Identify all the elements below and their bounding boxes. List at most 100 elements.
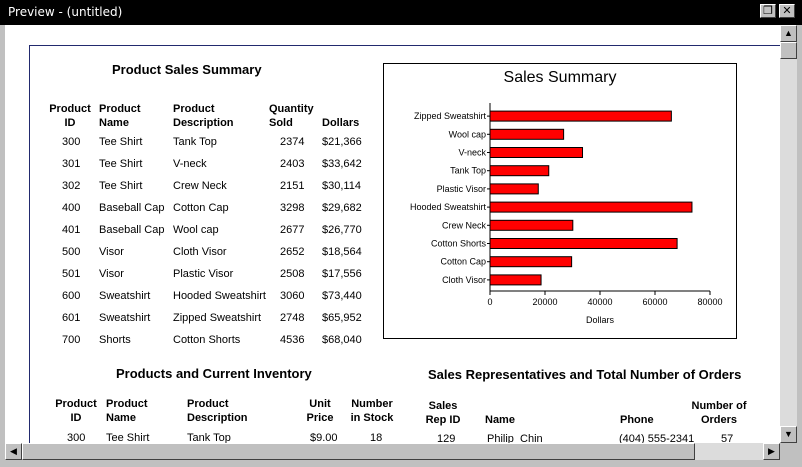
table-cell-qty: 2748 — [280, 312, 305, 324]
table-cell-name: Sweatshirt — [99, 312, 151, 324]
table-cell-dollars: $30,114 — [322, 180, 361, 192]
chart-bar — [489, 128, 565, 140]
scroll-down-button[interactable]: ▼ — [780, 426, 797, 443]
vertical-scrollbar[interactable]: ▲ ▼ — [780, 25, 797, 443]
chart-category-label: Plastic Visor — [437, 184, 486, 194]
chart-category-label: Cotton Shorts — [431, 239, 487, 249]
table-cell-name: Baseball Cap — [99, 224, 165, 236]
chart-category-label: Crew Neck — [442, 220, 487, 230]
table-cell-dollars: $73,440 — [322, 290, 362, 302]
vertical-scroll-thumb[interactable] — [780, 42, 797, 59]
col-header-phone: Phone — [620, 414, 654, 426]
table-cell-desc: V-neck — [173, 158, 207, 170]
table-cell-name: Visor — [99, 268, 124, 280]
arrow-down-icon: ▼ — [784, 429, 793, 439]
restore-button[interactable]: ❐ — [760, 4, 776, 18]
col-header-product-id: Product ID — [55, 398, 97, 424]
table-cell-desc: Plastic Visor — [173, 268, 234, 280]
table-cell-id: 500 — [62, 246, 81, 258]
table-cell-id: 302 — [62, 180, 81, 192]
chart-category-label: Hooded Sweatshirt — [410, 202, 487, 212]
table-cell-qty: 2652 — [280, 246, 305, 258]
chart-bar — [489, 183, 539, 195]
col-header-product-name: Product Name — [99, 103, 141, 129]
table-cell-id: 300 — [62, 136, 81, 148]
table-cell-name: Tee Shirt — [99, 158, 143, 170]
table-cell-dollars: $21,366 — [322, 136, 362, 148]
table-cell-dollars: $18,564 — [322, 246, 362, 258]
table-cell-desc: Wool cap — [173, 224, 219, 236]
chart-bar — [489, 147, 584, 158]
horizontal-scroll-thumb[interactable] — [22, 443, 695, 460]
sales-reps-title: Sales Representatives and Total Number o… — [428, 367, 742, 382]
table-cell-dollars: $26,770 — [322, 224, 362, 236]
chart-x-tick-label: 40000 — [587, 297, 612, 307]
table-cell-name: Tee Shirt — [106, 432, 150, 443]
col-header-product-name: Product Name — [106, 398, 148, 424]
chart-x-tick-label: 60000 — [642, 297, 667, 307]
col-header-dollars: Dollars — [322, 117, 360, 129]
col-header-orders: Number of Orders — [691, 400, 747, 426]
chart-bar — [489, 256, 573, 268]
col-header-unit-price: Unit Price — [306, 398, 334, 424]
table-cell-id: 700 — [62, 334, 81, 346]
chart-x-tick-label: 20000 — [532, 297, 557, 307]
horizontal-scroll-track[interactable] — [695, 443, 763, 460]
vertical-scroll-track[interactable] — [780, 59, 797, 426]
chart-x-tick-label: 0 — [487, 297, 492, 307]
chart-bar — [489, 238, 678, 249]
chart-bar — [489, 201, 693, 213]
sales-chart: Sales Summary Dollars Zipped Sweatshirt W… — [383, 63, 737, 339]
sales-summary-title: Product Sales Summary — [112, 62, 262, 77]
scrollbar-corner — [780, 443, 797, 460]
close-button[interactable]: ✕ — [779, 4, 795, 18]
chart-category-label: Wool cap — [449, 129, 486, 139]
table-cell-id: 501 — [62, 268, 81, 280]
scroll-left-button[interactable]: ◀ — [5, 443, 22, 460]
arrow-up-icon: ▲ — [784, 28, 793, 38]
scroll-up-button[interactable]: ▲ — [780, 25, 797, 42]
table-cell-stock: 18 — [370, 432, 383, 443]
chart-category-label: Zipped Sweatshirt — [414, 111, 487, 121]
table-cell-qty: 2677 — [280, 224, 305, 236]
table-cell-desc: Tank Top — [173, 136, 217, 148]
table-cell-name: Tee Shirt — [99, 180, 143, 192]
table-cell-desc: Cloth Visor — [173, 246, 227, 258]
window-title: Preview - (untitled) — [8, 5, 123, 19]
table-cell-phone: (404) 555-2341 — [619, 433, 695, 443]
table-cell-name: Shorts — [99, 334, 131, 346]
table-cell-qty: 3060 — [280, 290, 305, 302]
chart-bar — [489, 219, 574, 231]
table-cell-description: Tank Top — [187, 432, 231, 443]
table-cell-id: 301 — [62, 158, 81, 170]
col-header-description: Product Description — [187, 398, 248, 424]
title-bar: Preview - (untitled) ❐ ✕ — [0, 0, 802, 25]
scroll-right-button[interactable]: ▶ — [763, 443, 780, 460]
table-cell-qty: 2374 — [280, 136, 305, 148]
chart-category-label: Cotton Cap — [440, 257, 486, 267]
table-cell-dollars: $65,952 — [322, 312, 362, 324]
chart-x-axis-label: Dollars — [586, 315, 615, 325]
table-cell-qty: 3298 — [280, 202, 305, 214]
table-cell-name: Baseball Cap — [99, 202, 165, 214]
table-cell-orders: 57 — [721, 433, 734, 443]
preview-content: Product Sales Summary Product ID Product… — [5, 25, 780, 443]
table-cell-name: Visor — [99, 246, 124, 258]
table-cell-id: 400 — [62, 202, 81, 214]
table-cell-desc: Cotton Cap — [173, 202, 229, 214]
chart-bar — [489, 110, 672, 122]
col-header-in-stock: Number in Stock — [350, 398, 394, 424]
table-cell-id: 600 — [62, 290, 81, 302]
horizontal-scrollbar[interactable]: ◀ ▶ — [5, 443, 780, 460]
table-cell-qty: 2508 — [280, 268, 305, 280]
chart-category-label: Tank Top — [450, 166, 486, 176]
table-cell-desc: Zipped Sweatshirt — [173, 312, 262, 324]
table-cell-dollars: $29,682 — [322, 202, 362, 214]
table-cell-qty: 4536 — [280, 334, 305, 346]
close-icon: ✕ — [782, 4, 792, 17]
table-cell-id: 601 — [62, 312, 81, 324]
col-header-product-id: Product ID — [49, 103, 91, 129]
table-cell-desc: Crew Neck — [173, 180, 227, 192]
table-cell-rep-id: 129 — [437, 433, 456, 443]
table-cell-price: $9.00 — [310, 432, 338, 443]
